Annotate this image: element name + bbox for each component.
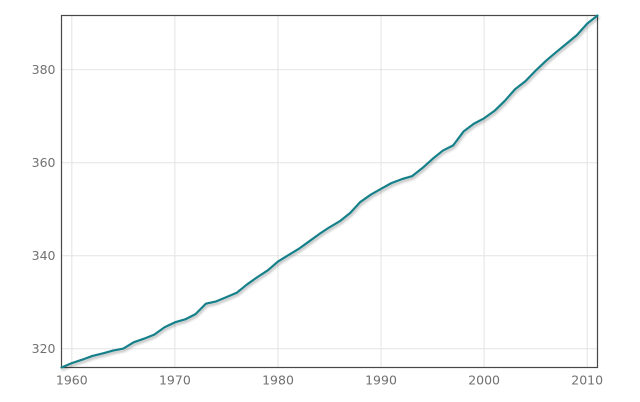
gridlines [61, 15, 598, 368]
x-tick-label: 1960 [56, 373, 88, 388]
x-tick-label: 1980 [262, 373, 294, 388]
y-tick-label: 340 [32, 248, 56, 263]
y-tick-label: 360 [32, 155, 56, 170]
x-tick-label: 2000 [468, 373, 500, 388]
x-tick-label: 1990 [365, 373, 397, 388]
y-tick-label: 320 [32, 341, 56, 356]
y-tick-labels: 320 340 360 380 [32, 62, 56, 356]
y-tick-label: 380 [32, 62, 56, 77]
x-tick-labels: 1960 1970 1980 1990 2000 2010 [56, 373, 603, 388]
x-tick-label: 1970 [159, 373, 191, 388]
co2-data-line [60, 14, 599, 369]
x-tick-label: 2010 [571, 373, 603, 388]
plot-frame [60, 14, 599, 369]
